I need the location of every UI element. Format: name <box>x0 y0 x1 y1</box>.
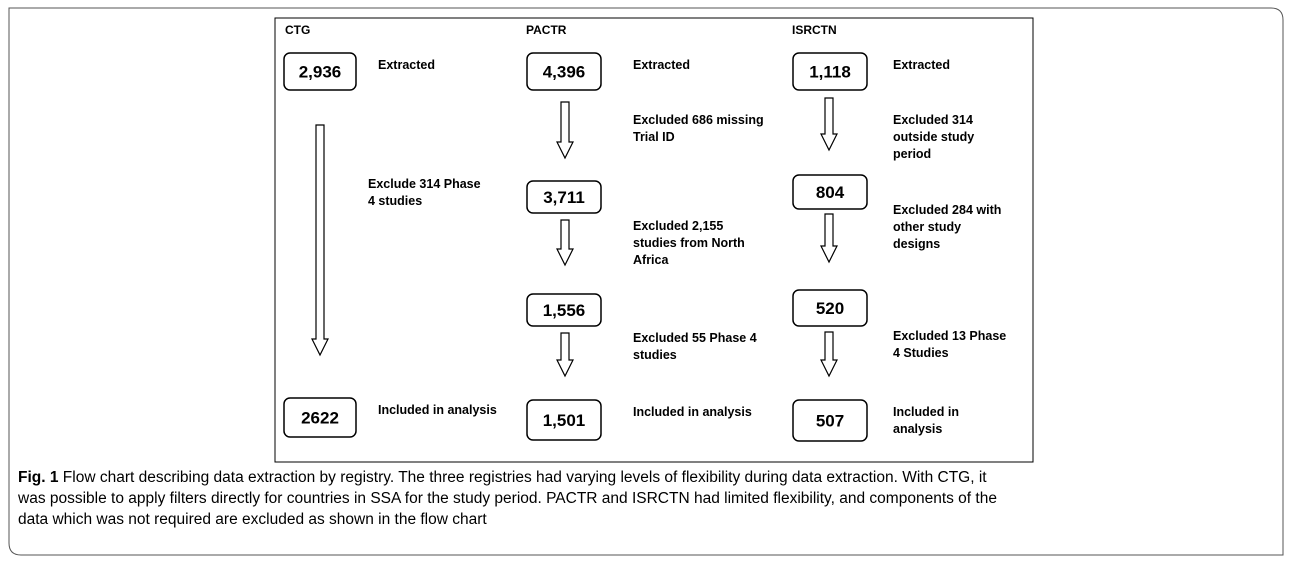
count-box <box>792 399 868 442</box>
node-note: Extracted <box>378 58 435 72</box>
arrow <box>820 97 838 152</box>
count: 1,556 <box>543 301 586 320</box>
exclusion-note: Excluded 314 <box>893 113 973 127</box>
exclusion-note: Excluded 2,155 <box>633 219 723 233</box>
exclusion-note: Excluded 13 Phase <box>893 329 1006 343</box>
count-box <box>526 293 602 327</box>
exclusion-note: 4 studies <box>368 194 422 208</box>
count: 4,396 <box>543 63 586 82</box>
caption-line: was possible to apply filters directly f… <box>17 490 997 507</box>
node-note: Extracted <box>633 58 690 72</box>
figure-frame <box>8 7 1284 556</box>
count-box <box>526 180 602 214</box>
arrow <box>820 331 838 378</box>
exclusion-note: other study <box>893 220 961 234</box>
exclusion-note: outside study <box>893 130 974 144</box>
count-box <box>526 52 602 91</box>
arrow <box>556 101 574 160</box>
flowchart-border <box>274 17 1034 463</box>
exclusion-note: Africa <box>633 253 669 267</box>
exclusion-note: studies <box>633 348 677 362</box>
exclusion-note: studies from North <box>633 236 745 250</box>
node-note: Included in <box>893 405 959 419</box>
node-note: Included in analysis <box>378 403 497 417</box>
registry-header: CTG <box>285 23 310 37</box>
exclusion-note: Exclude 314 Phase <box>368 177 481 191</box>
count: 520 <box>816 299 844 318</box>
exclusion-note: Excluded 55 Phase 4 <box>633 331 757 345</box>
count: 1,501 <box>543 411 586 430</box>
count-box <box>792 52 868 91</box>
count: 3,711 <box>543 188 585 207</box>
count: 804 <box>816 183 845 202</box>
exclusion-note: Excluded 686 missing <box>633 113 764 127</box>
caption-line: Fig. 1 Flow chart describing data extrac… <box>18 469 987 486</box>
count-box <box>526 399 602 441</box>
count-box <box>792 174 868 210</box>
caption-line: data which was not required are excluded… <box>18 511 487 528</box>
count-box <box>792 289 868 327</box>
caption-label: Fig. 1 <box>18 469 59 486</box>
caption-text: Flow chart describing data extraction by… <box>58 469 987 486</box>
arrow <box>311 124 329 357</box>
node-note: Extracted <box>893 58 950 72</box>
exclusion-note: designs <box>893 237 940 251</box>
count: 2622 <box>301 409 339 428</box>
node-note: analysis <box>893 422 942 436</box>
arrow <box>556 332 574 378</box>
registry-header: ISRCTN <box>792 23 837 37</box>
count-box <box>283 397 357 438</box>
count: 2,936 <box>299 63 342 82</box>
count: 1,118 <box>809 63 851 82</box>
exclusion-note: 4 Studies <box>893 346 949 360</box>
arrow <box>820 213 838 264</box>
count-box <box>283 52 357 91</box>
exclusion-note: period <box>893 147 931 161</box>
exclusion-note: Trial ID <box>633 130 675 144</box>
count: 507 <box>816 412 844 431</box>
exclusion-note: Excluded 284 with <box>893 203 1001 217</box>
registry-header: PACTR <box>526 23 567 37</box>
arrow <box>556 219 574 267</box>
node-note: Included in analysis <box>633 405 752 419</box>
